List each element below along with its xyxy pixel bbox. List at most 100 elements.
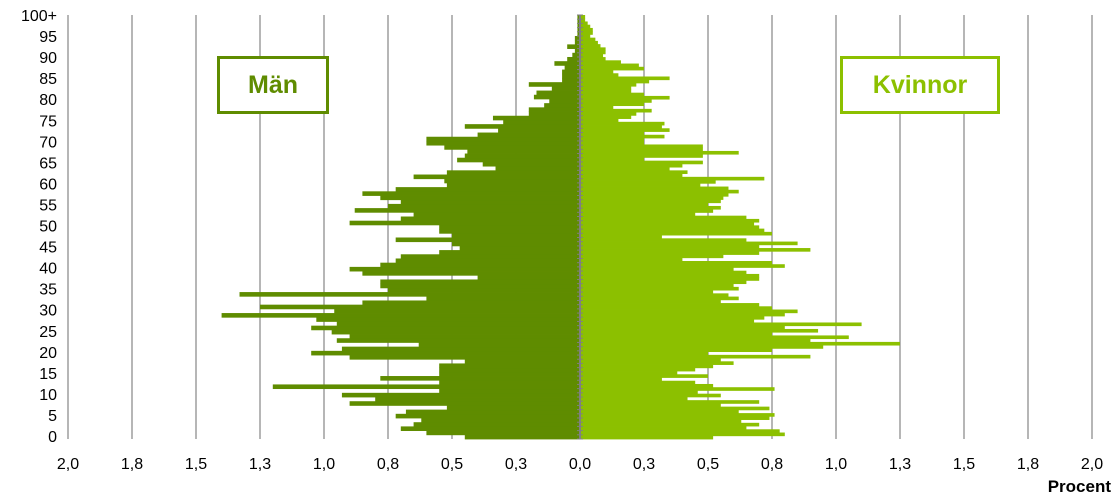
bar-women (580, 316, 765, 320)
y-tick-label: 30 (39, 303, 57, 320)
bar-women (580, 95, 670, 100)
bar-men (400, 216, 580, 222)
bar-women (580, 419, 742, 424)
bar-men (260, 304, 580, 310)
bar-men (577, 15, 580, 20)
bar-women (580, 141, 644, 145)
bar-women (580, 34, 591, 39)
x-tick-label: 1,3 (889, 456, 911, 473)
bar-women (580, 27, 593, 32)
bar-women (580, 260, 772, 265)
bar-women (580, 325, 785, 330)
bar-men (311, 325, 580, 331)
bar-women (580, 367, 696, 372)
y-tick-label: 95 (39, 29, 57, 46)
bar-men (421, 418, 580, 423)
bar-men (439, 250, 580, 255)
bar-men (311, 350, 580, 356)
bar-women (580, 183, 701, 187)
bar-women (580, 283, 734, 288)
bar-men (349, 220, 580, 226)
bar-women (580, 163, 683, 168)
bar-men (459, 245, 580, 251)
bar-women (580, 57, 606, 61)
bar-men (395, 187, 580, 192)
bar-men (452, 233, 580, 238)
bar-men (395, 413, 580, 419)
bar-men (554, 61, 580, 66)
bar-women (580, 218, 760, 223)
bar-women (580, 92, 644, 97)
bar-men (495, 166, 580, 171)
y-tick-label: 25 (39, 324, 57, 341)
bar-women (580, 241, 798, 246)
bar-women (580, 387, 775, 391)
bar-women (580, 400, 760, 404)
bar-men (528, 82, 580, 87)
y-tick-label: 5 (48, 408, 57, 425)
bar-women (580, 50, 606, 55)
bar-men (444, 178, 580, 184)
x-tick-label: 0,3 (633, 456, 655, 473)
bar-men (439, 224, 580, 230)
bar-women (580, 328, 819, 333)
legend-men: Män (217, 56, 329, 114)
bar-men (577, 27, 580, 33)
bar-men (439, 388, 580, 394)
bar-men (562, 77, 580, 83)
gridlines (67, 15, 1093, 439)
bar-women (580, 202, 708, 207)
bar-men (316, 317, 580, 322)
bar-women (580, 21, 588, 26)
y-tick-label: 0 (48, 429, 57, 446)
x-tick-label: 0,0 (569, 456, 591, 473)
x-tick-label: 0,5 (697, 456, 719, 473)
bar-men (446, 405, 580, 411)
x-tick-label: 0,3 (505, 456, 527, 473)
bar-women (580, 147, 703, 152)
bar-women (580, 371, 678, 375)
bar-women (580, 225, 760, 230)
bar-women (580, 73, 619, 77)
bar-men (577, 19, 580, 24)
bar-women (580, 154, 703, 158)
bar-women (580, 396, 688, 401)
bar-women (580, 364, 714, 369)
series-men-bars (221, 15, 580, 440)
bar-women (580, 228, 765, 233)
bar-women (580, 299, 721, 304)
bar-women (580, 167, 670, 171)
bar-women (580, 264, 785, 268)
bar-men (533, 94, 580, 100)
x-tick-label: 0,5 (441, 456, 463, 473)
bar-men (413, 212, 580, 217)
bar-men (426, 136, 580, 142)
bar-men (564, 65, 580, 70)
bar-women (580, 66, 644, 71)
y-tick-label: 90 (39, 50, 57, 67)
bar-women (580, 99, 652, 103)
bar-men (334, 308, 580, 314)
bar-men (439, 229, 580, 234)
x-tick-label: 1,5 (953, 456, 975, 473)
bar-women (580, 102, 644, 107)
bar-men (477, 275, 580, 280)
bar-men (362, 271, 580, 276)
bar-women (580, 128, 670, 132)
bar-men (444, 145, 580, 150)
y-tick-label: 65 (39, 155, 57, 172)
bar-women (580, 377, 662, 382)
bar-men (544, 103, 580, 108)
y-tick-label: 85 (39, 71, 57, 88)
bar-women (580, 341, 900, 346)
bar-men (503, 119, 580, 125)
bar-women (580, 270, 747, 275)
bar-men (349, 334, 580, 339)
bar-women (580, 429, 780, 433)
bar-men (380, 376, 580, 381)
bar-women (580, 209, 714, 213)
bar-men (388, 203, 580, 209)
bar-women (580, 40, 598, 45)
bar-men (336, 338, 580, 343)
bar-women (580, 358, 721, 362)
